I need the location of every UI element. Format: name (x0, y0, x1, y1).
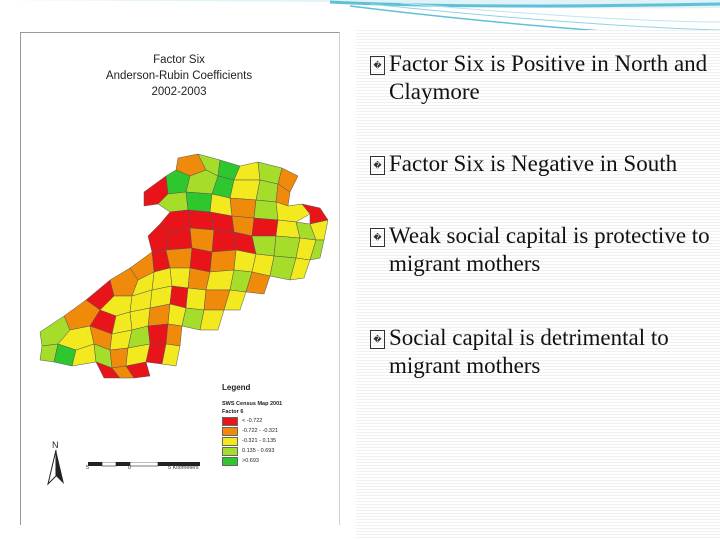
map-legend: Legend SWS Census Map 2001 Factor 6 < -0… (222, 383, 282, 466)
region (253, 199, 279, 221)
bullet-text: Weak social capital is protective to mig… (389, 223, 710, 276)
legend-title: Legend (222, 383, 251, 392)
legend-swatch (222, 436, 238, 446)
legend-subtitle: Factor 6 (222, 409, 244, 415)
legend-swatch (222, 416, 238, 426)
region (233, 161, 261, 181)
north-arrow-icon (47, 449, 64, 486)
region (255, 179, 279, 203)
scale-label: 0 (128, 465, 132, 471)
region (169, 267, 191, 289)
region (211, 229, 237, 253)
legend-label: >0.693 (242, 458, 259, 464)
legend-item: < -0.722 (222, 416, 282, 426)
legend-swatch (222, 426, 238, 436)
legend-label: 0.135 - 0.693 (242, 448, 275, 454)
region (189, 247, 213, 273)
legend-label: -0.722 - -0.321 (242, 428, 279, 434)
scale-bar (88, 462, 200, 467)
region (185, 191, 213, 213)
bullet-item: � Social capital is detrimental to migra… (370, 324, 710, 380)
bullet-item: � Factor Six is Negative in South (370, 150, 710, 178)
region (251, 217, 279, 237)
map-title-line: Factor Six (153, 54, 205, 66)
text-panel-background (356, 30, 720, 540)
region (205, 269, 235, 291)
region (251, 235, 277, 257)
north-label: N (52, 440, 59, 450)
map-title-line: Anderson-Rubin Coefficients (105, 70, 253, 82)
map-title-line: 2002-2003 (151, 86, 207, 98)
region (229, 197, 257, 219)
legend-subtitle: SWS Census Map 2001 (222, 401, 283, 407)
legend-item: -0.321 - 0.135 (222, 436, 282, 446)
legend-item: 0.135 - 0.693 (222, 446, 282, 456)
region (125, 361, 151, 379)
region (209, 249, 237, 273)
region (199, 309, 225, 331)
missing-glyph-icon: � (370, 330, 385, 349)
region (165, 247, 193, 269)
region (109, 347, 129, 369)
region (289, 257, 311, 281)
legend-label: -0.321 - 0.135 (242, 438, 277, 444)
scale-label: 5 (86, 465, 90, 471)
region (185, 287, 207, 311)
region (161, 343, 181, 367)
legend-item: -0.722 - -0.321 (222, 426, 282, 436)
region (245, 271, 271, 295)
legend-swatch (222, 446, 238, 456)
legend-label: < -0.722 (242, 418, 263, 424)
bullet-text: Social capital is detrimental to migrant… (389, 325, 669, 378)
region (223, 289, 247, 311)
bullet-item: � Weak social capital is protective to m… (370, 222, 710, 278)
north-arrow: N (46, 440, 66, 488)
region (309, 239, 325, 261)
scale-label: 5 Kilometers (168, 465, 199, 471)
bullet-list: � Factor Six is Positive in North and Cl… (370, 50, 710, 380)
bullet-text: Factor Six is Negative in South (389, 151, 678, 176)
legend-swatch (222, 456, 238, 466)
bullet-item: � Factor Six is Positive in North and Cl… (370, 50, 710, 106)
region (229, 179, 261, 201)
legend-item: >0.693 (222, 456, 282, 466)
bullet-text: Factor Six is Positive in North and Clay… (389, 51, 708, 104)
missing-glyph-icon: � (370, 156, 385, 175)
missing-glyph-icon: � (370, 56, 385, 75)
missing-glyph-icon: � (370, 228, 385, 247)
region (273, 235, 301, 259)
region (165, 323, 183, 347)
region (147, 323, 169, 345)
map-title: Factor Six Anderson-Rubin Coefficients 2… (20, 52, 338, 100)
choropleth-map (39, 153, 329, 379)
